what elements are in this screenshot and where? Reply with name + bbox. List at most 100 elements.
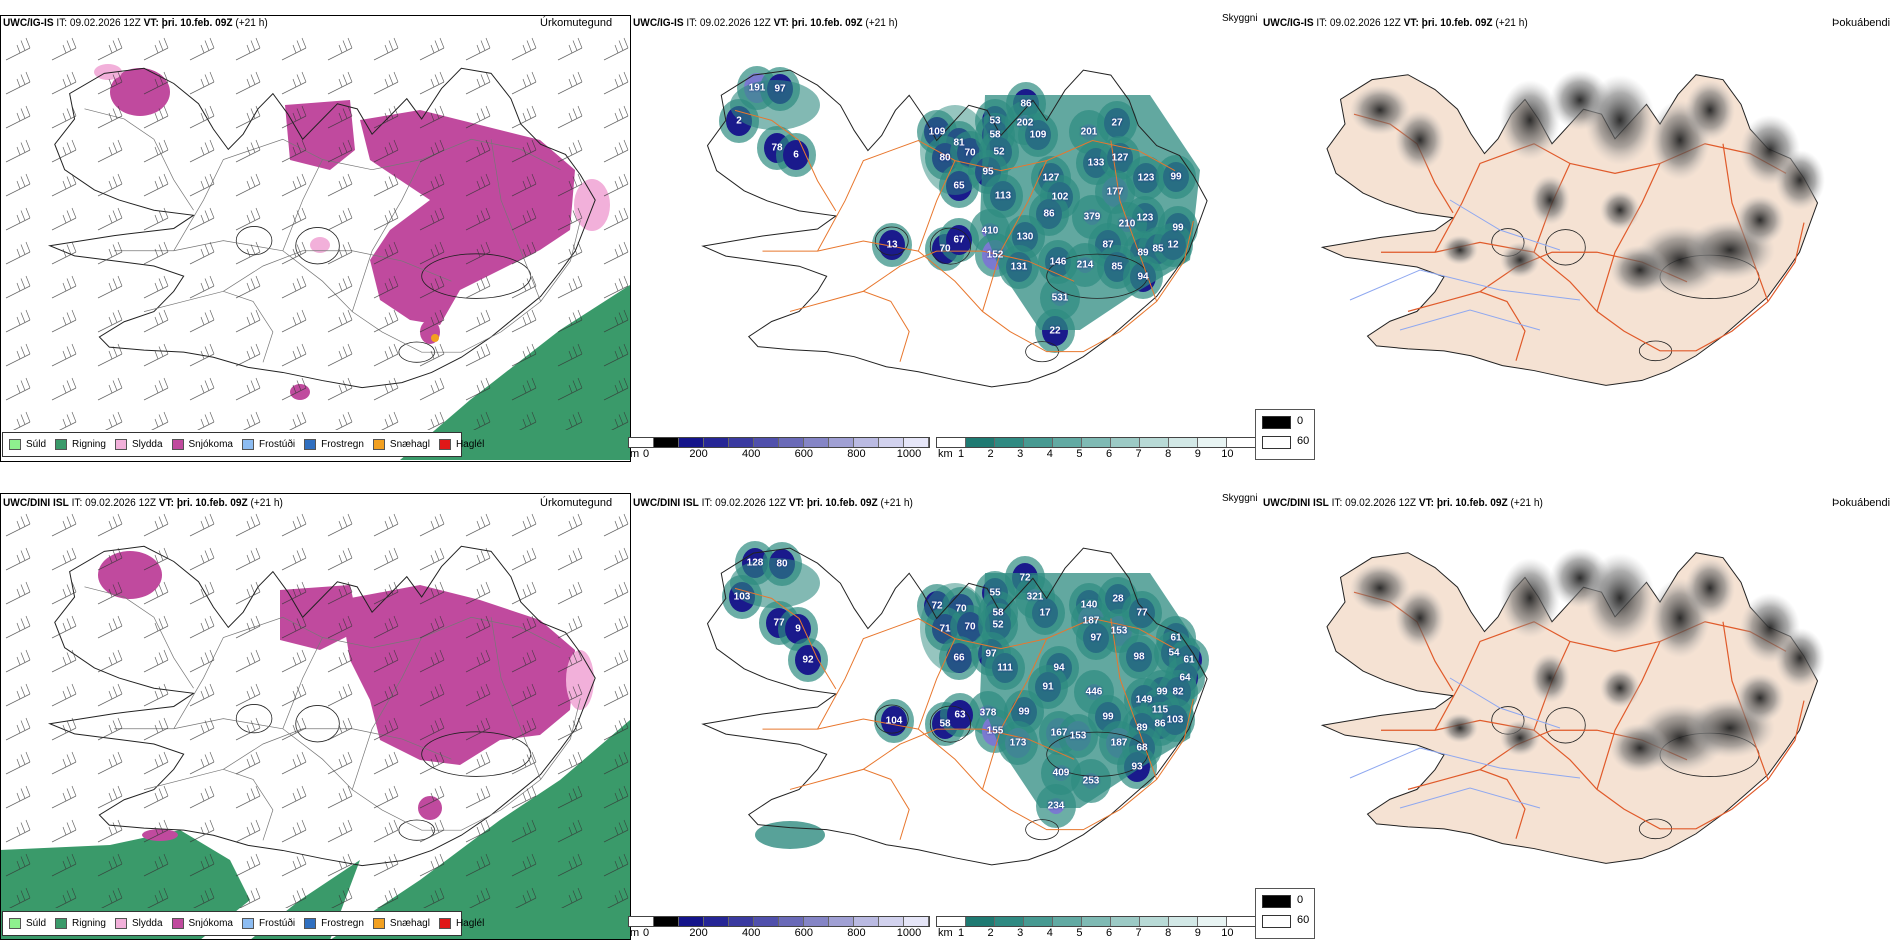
legend-swatch — [241, 439, 254, 450]
model-name: UWC/DINI ISL — [633, 497, 699, 509]
fog-area — [1650, 100, 1710, 180]
cloud-base-unit: m — [630, 448, 640, 460]
cloud-base-label: 85 — [1152, 243, 1164, 255]
cloud-base-label: 63 — [954, 709, 966, 721]
legend-swatch — [241, 918, 254, 929]
cloud-base-label: 85 — [1111, 261, 1123, 273]
fog-area — [1530, 175, 1570, 225]
legend-item: Frostregn — [304, 918, 364, 929]
legend-label: Snjókoma — [188, 439, 233, 450]
vt-label: VT: — [143, 17, 159, 29]
cloud-base-label: 92 — [802, 654, 814, 666]
fog-area — [1530, 653, 1570, 703]
cloud-base-label: 78 — [771, 142, 783, 154]
it-label: IT: — [686, 17, 698, 29]
road-line — [1534, 641, 1570, 730]
model-name: UWC/IG-IS — [3, 17, 54, 29]
fog-legend-swatch — [1262, 416, 1291, 429]
fog-area — [1442, 713, 1478, 743]
legend-label: Rigning — [72, 439, 106, 450]
cloud-base-label: 111 — [997, 662, 1013, 674]
fog-area — [1740, 115, 1800, 185]
coastline — [1323, 553, 1818, 864]
lead-time: (+21 h) — [250, 497, 283, 509]
fog-area — [1350, 85, 1410, 135]
road-line — [1381, 701, 1804, 829]
cloud-base-label: 378 — [979, 707, 997, 719]
road-line — [1408, 770, 1525, 839]
fog-area — [1685, 698, 1775, 758]
cloud-base-label: 99 — [1018, 706, 1030, 718]
road-line — [1480, 252, 1687, 291]
fog-area — [1685, 558, 1735, 618]
panel-header: UWC/DINI ISL IT: 09.02.2026 12Z VT: þri.… — [3, 497, 283, 509]
fog-area — [1585, 75, 1655, 165]
fog-area — [1395, 110, 1445, 170]
panel-header: UWC/DINI ISL IT: 09.02.2026 12Z VT: þri.… — [1263, 497, 1543, 509]
cloud-base-label: 81 — [953, 137, 965, 149]
visibility-tick: 2 — [987, 448, 994, 460]
cloud-base-tick: 400 — [742, 448, 761, 460]
visibility-colorbar — [936, 916, 1257, 927]
valid-time: þri. 10.feb. 09Z — [176, 497, 248, 509]
cloud-base-label: 109 — [1029, 129, 1047, 141]
cloud-base-label: 52 — [992, 619, 1004, 631]
cloud-base-label: 70 — [955, 603, 967, 615]
river-line — [1349, 747, 1581, 779]
cloud-base-tick: 400 — [742, 927, 761, 939]
fog-area — [1550, 70, 1610, 130]
fog-area — [1500, 242, 1540, 278]
cloud-base-label: 77 — [773, 617, 785, 629]
visibility-colorbar — [936, 437, 1257, 448]
cloud-base-label: 173 — [1009, 737, 1027, 749]
cloud-base-label: 187 — [1110, 737, 1128, 749]
cloud-base-tick: 0 — [642, 927, 650, 939]
cloud-base-label: 86 — [1154, 718, 1166, 730]
cloud-base-label: 113 — [994, 190, 1012, 202]
cloud-base-label: 17 — [1039, 607, 1051, 619]
cloud-base-label: 127 — [1111, 152, 1129, 164]
cloud-base-label: 97 — [985, 648, 997, 660]
fog-area — [1740, 593, 1800, 663]
cloud-base-label: 130 — [1016, 231, 1034, 243]
road-line — [763, 699, 1194, 830]
road-line — [735, 110, 836, 211]
cloud-base-tick: 200 — [689, 927, 708, 939]
glacier-outline — [1546, 230, 1586, 266]
glacier-outline — [1660, 255, 1759, 298]
cloud-base-label: 115 — [1151, 704, 1169, 716]
fog-area — [1775, 628, 1825, 688]
cloud-base-label: 12 — [1167, 239, 1179, 251]
vt-label: VT: — [788, 497, 805, 509]
precip-type-title: Úrkomutegund — [540, 17, 613, 29]
cloud-base-label: 103 — [733, 591, 751, 603]
vt-label: VT: — [158, 497, 175, 509]
cloud-base-tick: 200 — [689, 448, 708, 460]
cloud-base-label: 54 — [1168, 647, 1180, 659]
legend-swatch — [55, 918, 68, 929]
visibility-unit: km — [938, 927, 953, 939]
legend-label: Rigning — [72, 918, 106, 929]
visibility-tick: 8 — [1165, 927, 1172, 939]
legend-label: Snæhagl — [389, 918, 430, 929]
cloud-base-label: 64 — [1179, 672, 1191, 684]
legend-swatch — [171, 918, 184, 929]
legend-swatch — [114, 918, 127, 929]
coastline — [703, 548, 1207, 865]
cloud-base-colorbar — [628, 916, 930, 927]
cloud-base-label: 127 — [1042, 172, 1060, 184]
road-line — [735, 588, 836, 689]
cloud-base-label: 89 — [1137, 247, 1149, 259]
cloud-base-label: 99 — [1156, 686, 1168, 698]
cloud-base-label: 70 — [964, 621, 976, 633]
fog-area — [1500, 720, 1540, 756]
fog-area — [1610, 723, 1670, 773]
fog-legend-label: 60 — [1297, 435, 1310, 447]
cloud-base-label: 155 — [986, 725, 1004, 737]
cloud-base-label: 6 — [793, 149, 799, 161]
cloud-base-label: 149 — [1135, 694, 1153, 706]
visibility-layer — [730, 558, 1200, 849]
glacier-outline — [1026, 342, 1059, 362]
road-line — [1408, 292, 1525, 361]
cloud-base-label: 71 — [939, 623, 951, 635]
